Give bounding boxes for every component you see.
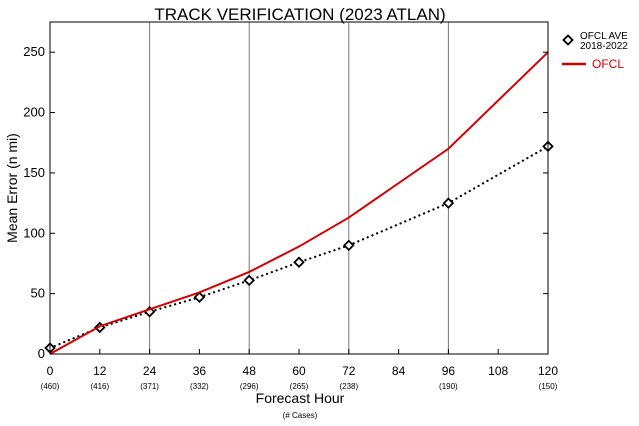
x-tick-label-96: 96 (442, 364, 456, 378)
series-line-ofcl (49, 51, 549, 355)
x-tick-label-48: 48 (243, 364, 257, 378)
case-count-72: (238) (339, 382, 358, 391)
x-tick-label-24: 24 (143, 364, 157, 378)
x-tick-label-36: 36 (193, 364, 207, 378)
y-tick-label-0: 0 (38, 346, 45, 361)
x-tick-label-72: 72 (342, 364, 356, 378)
chart-title: TRACK VERIFICATION (2023 ATLAN) (154, 5, 445, 24)
x-tick-label-84: 84 (392, 364, 406, 378)
case-count-60: (265) (290, 382, 309, 391)
ofcl-ave-point-36 (193, 291, 206, 304)
legend-ofcl-ave-label-0: OFCL AVE (580, 31, 628, 42)
x-tick-label-120: 120 (538, 364, 558, 378)
x-tick-label-12: 12 (93, 364, 107, 378)
y-tick-label-100: 100 (23, 225, 45, 240)
case-count-96: (190) (439, 382, 458, 391)
x-axis-subtitle: (# Cases) (283, 411, 318, 420)
y-tick-label-200: 200 (23, 105, 45, 120)
legend-ofcl-label: OFCL (592, 57, 624, 71)
ofcl-ave-point-96 (442, 197, 455, 209)
ofcl-ave-point-48 (243, 274, 255, 287)
x-tick-label-0: 0 (47, 364, 54, 378)
case-count-48: (296) (240, 382, 259, 391)
y-axis-ticks: 0 50 100 150 200 250 (23, 44, 548, 361)
case-count-36: (332) (190, 382, 209, 391)
legend-ofcl-ave-label-1: 2018-2022 (580, 41, 628, 52)
y-tick-label-250: 250 (23, 44, 45, 59)
series-line-ofcl-ave (48, 145, 550, 350)
y-tick-label-150: 150 (23, 165, 45, 180)
legend-ofcl-ave-marker (562, 34, 574, 46)
x-tick-label-60: 60 (292, 364, 306, 378)
x-axis-ticks: 0 12 24 36 48 60 72 84 96 108 120 (47, 349, 558, 378)
series-layer (44, 51, 554, 355)
ofcl-ave-point-60 (293, 256, 305, 269)
x-axis-title: Forecast Hour (256, 390, 345, 406)
case-count-24: (371) (140, 382, 159, 391)
y-axis-title: Mean Error (n mi) (4, 133, 20, 243)
x-tick-label-108: 108 (488, 364, 508, 378)
case-count-120: (150) (539, 382, 558, 391)
case-count-12: (416) (90, 382, 109, 391)
vertical-gridlines (149, 22, 449, 354)
ofcl-ave-point-72 (343, 239, 355, 252)
case-count-labels: (460) (416) (371) (332) (296) (265) (238) (190)… (41, 382, 558, 391)
case-count-0: (460) (41, 382, 60, 391)
y-tick-label-50: 50 (31, 286, 45, 301)
